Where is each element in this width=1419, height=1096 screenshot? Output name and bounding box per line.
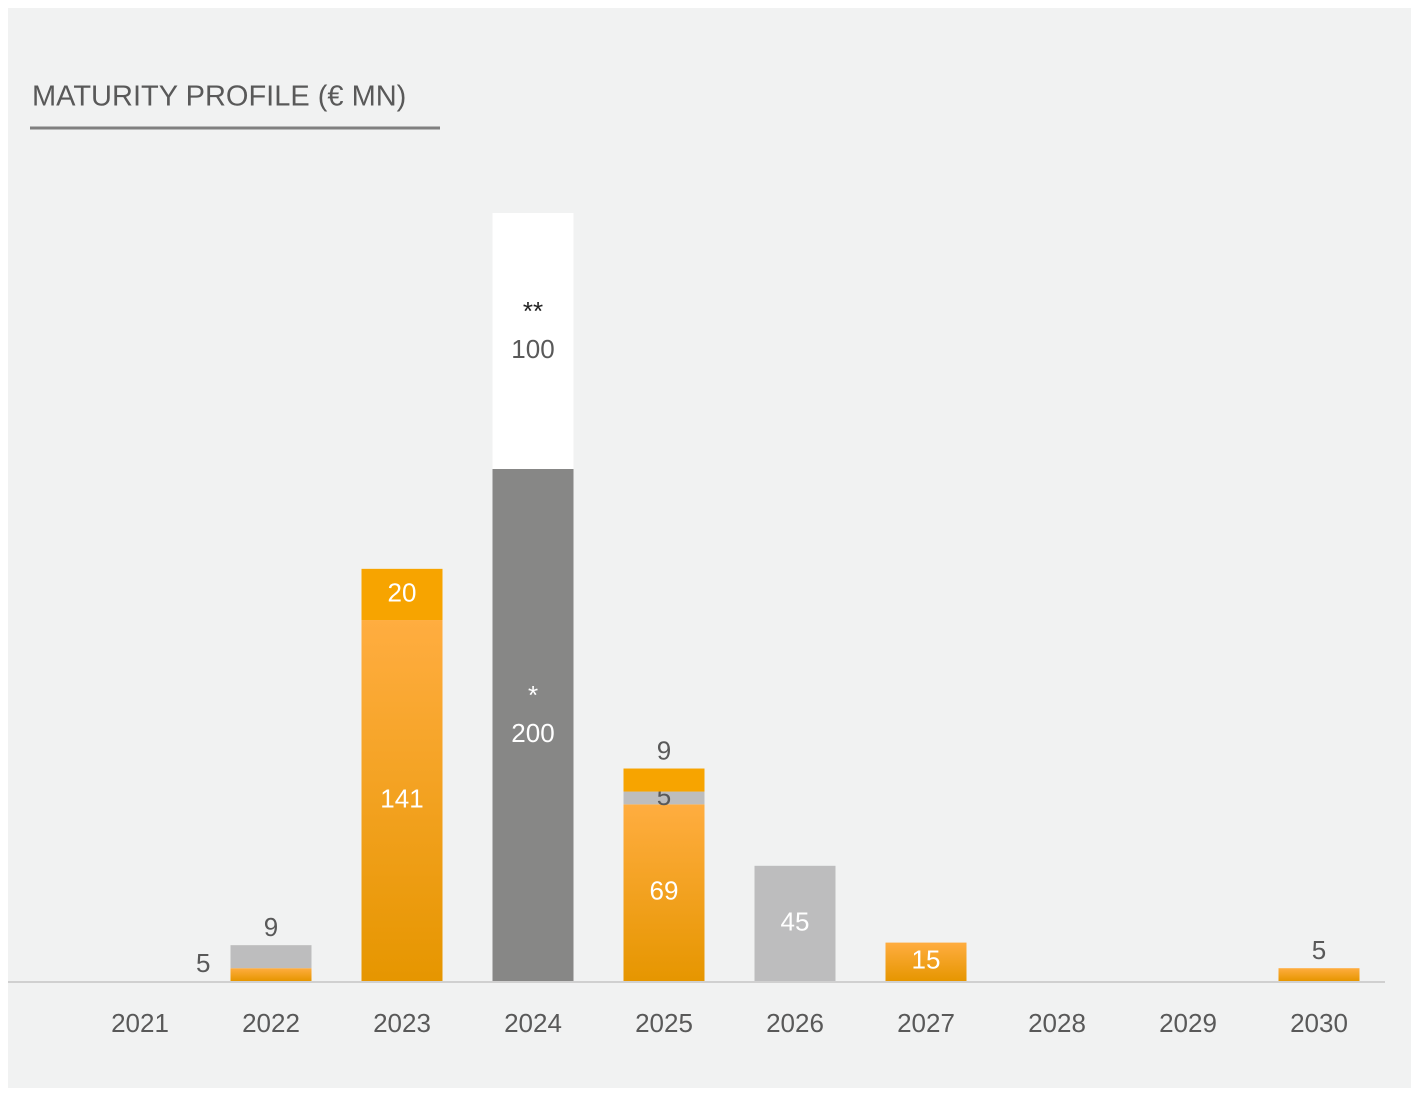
bar-segment (361, 568, 443, 621)
bar-segment (492, 469, 574, 981)
bar-segment (492, 213, 574, 469)
x-tick-label: 2021 (111, 1008, 169, 1038)
x-tick-label: 2029 (1159, 1008, 1217, 1038)
x-tick-label: 2028 (1028, 1008, 1086, 1038)
bar-segment (230, 945, 312, 969)
data-label: 141 (380, 783, 423, 813)
bar-segment (885, 942, 967, 981)
bar-segment (623, 804, 705, 981)
data-label: 9 (264, 912, 278, 942)
data-label: 15 (912, 945, 941, 975)
data-label: 20 (388, 577, 417, 607)
bar-segment (623, 791, 705, 805)
data-label: 200 (511, 718, 554, 748)
bar-note: * (528, 680, 538, 710)
data-label: 5 (1312, 935, 1326, 965)
data-label: 45 (781, 906, 810, 936)
panel (8, 8, 1411, 1088)
chart-title: MATURITY PROFILE (€ MN) (32, 81, 406, 113)
bar-note: ** (523, 296, 543, 326)
x-tick-label: 2023 (373, 1008, 431, 1038)
data-label: 5 (196, 948, 210, 978)
bar-segment (623, 768, 705, 792)
bar-segment (1278, 968, 1360, 981)
x-tick-label: 2026 (766, 1008, 824, 1038)
bar-segment (754, 865, 836, 981)
x-tick-label: 2022 (242, 1008, 300, 1038)
x-tick-label: 2025 (635, 1008, 693, 1038)
data-label: 100 (511, 334, 554, 364)
data-label: 9 (657, 735, 671, 765)
x-tick-label: 2027 (897, 1008, 955, 1038)
x-tick-label: 2030 (1290, 1008, 1348, 1038)
x-tick-label: 2024 (504, 1008, 562, 1038)
bar-segment (361, 620, 443, 981)
bar-segment (230, 968, 312, 981)
data-label: 69 (650, 876, 679, 906)
